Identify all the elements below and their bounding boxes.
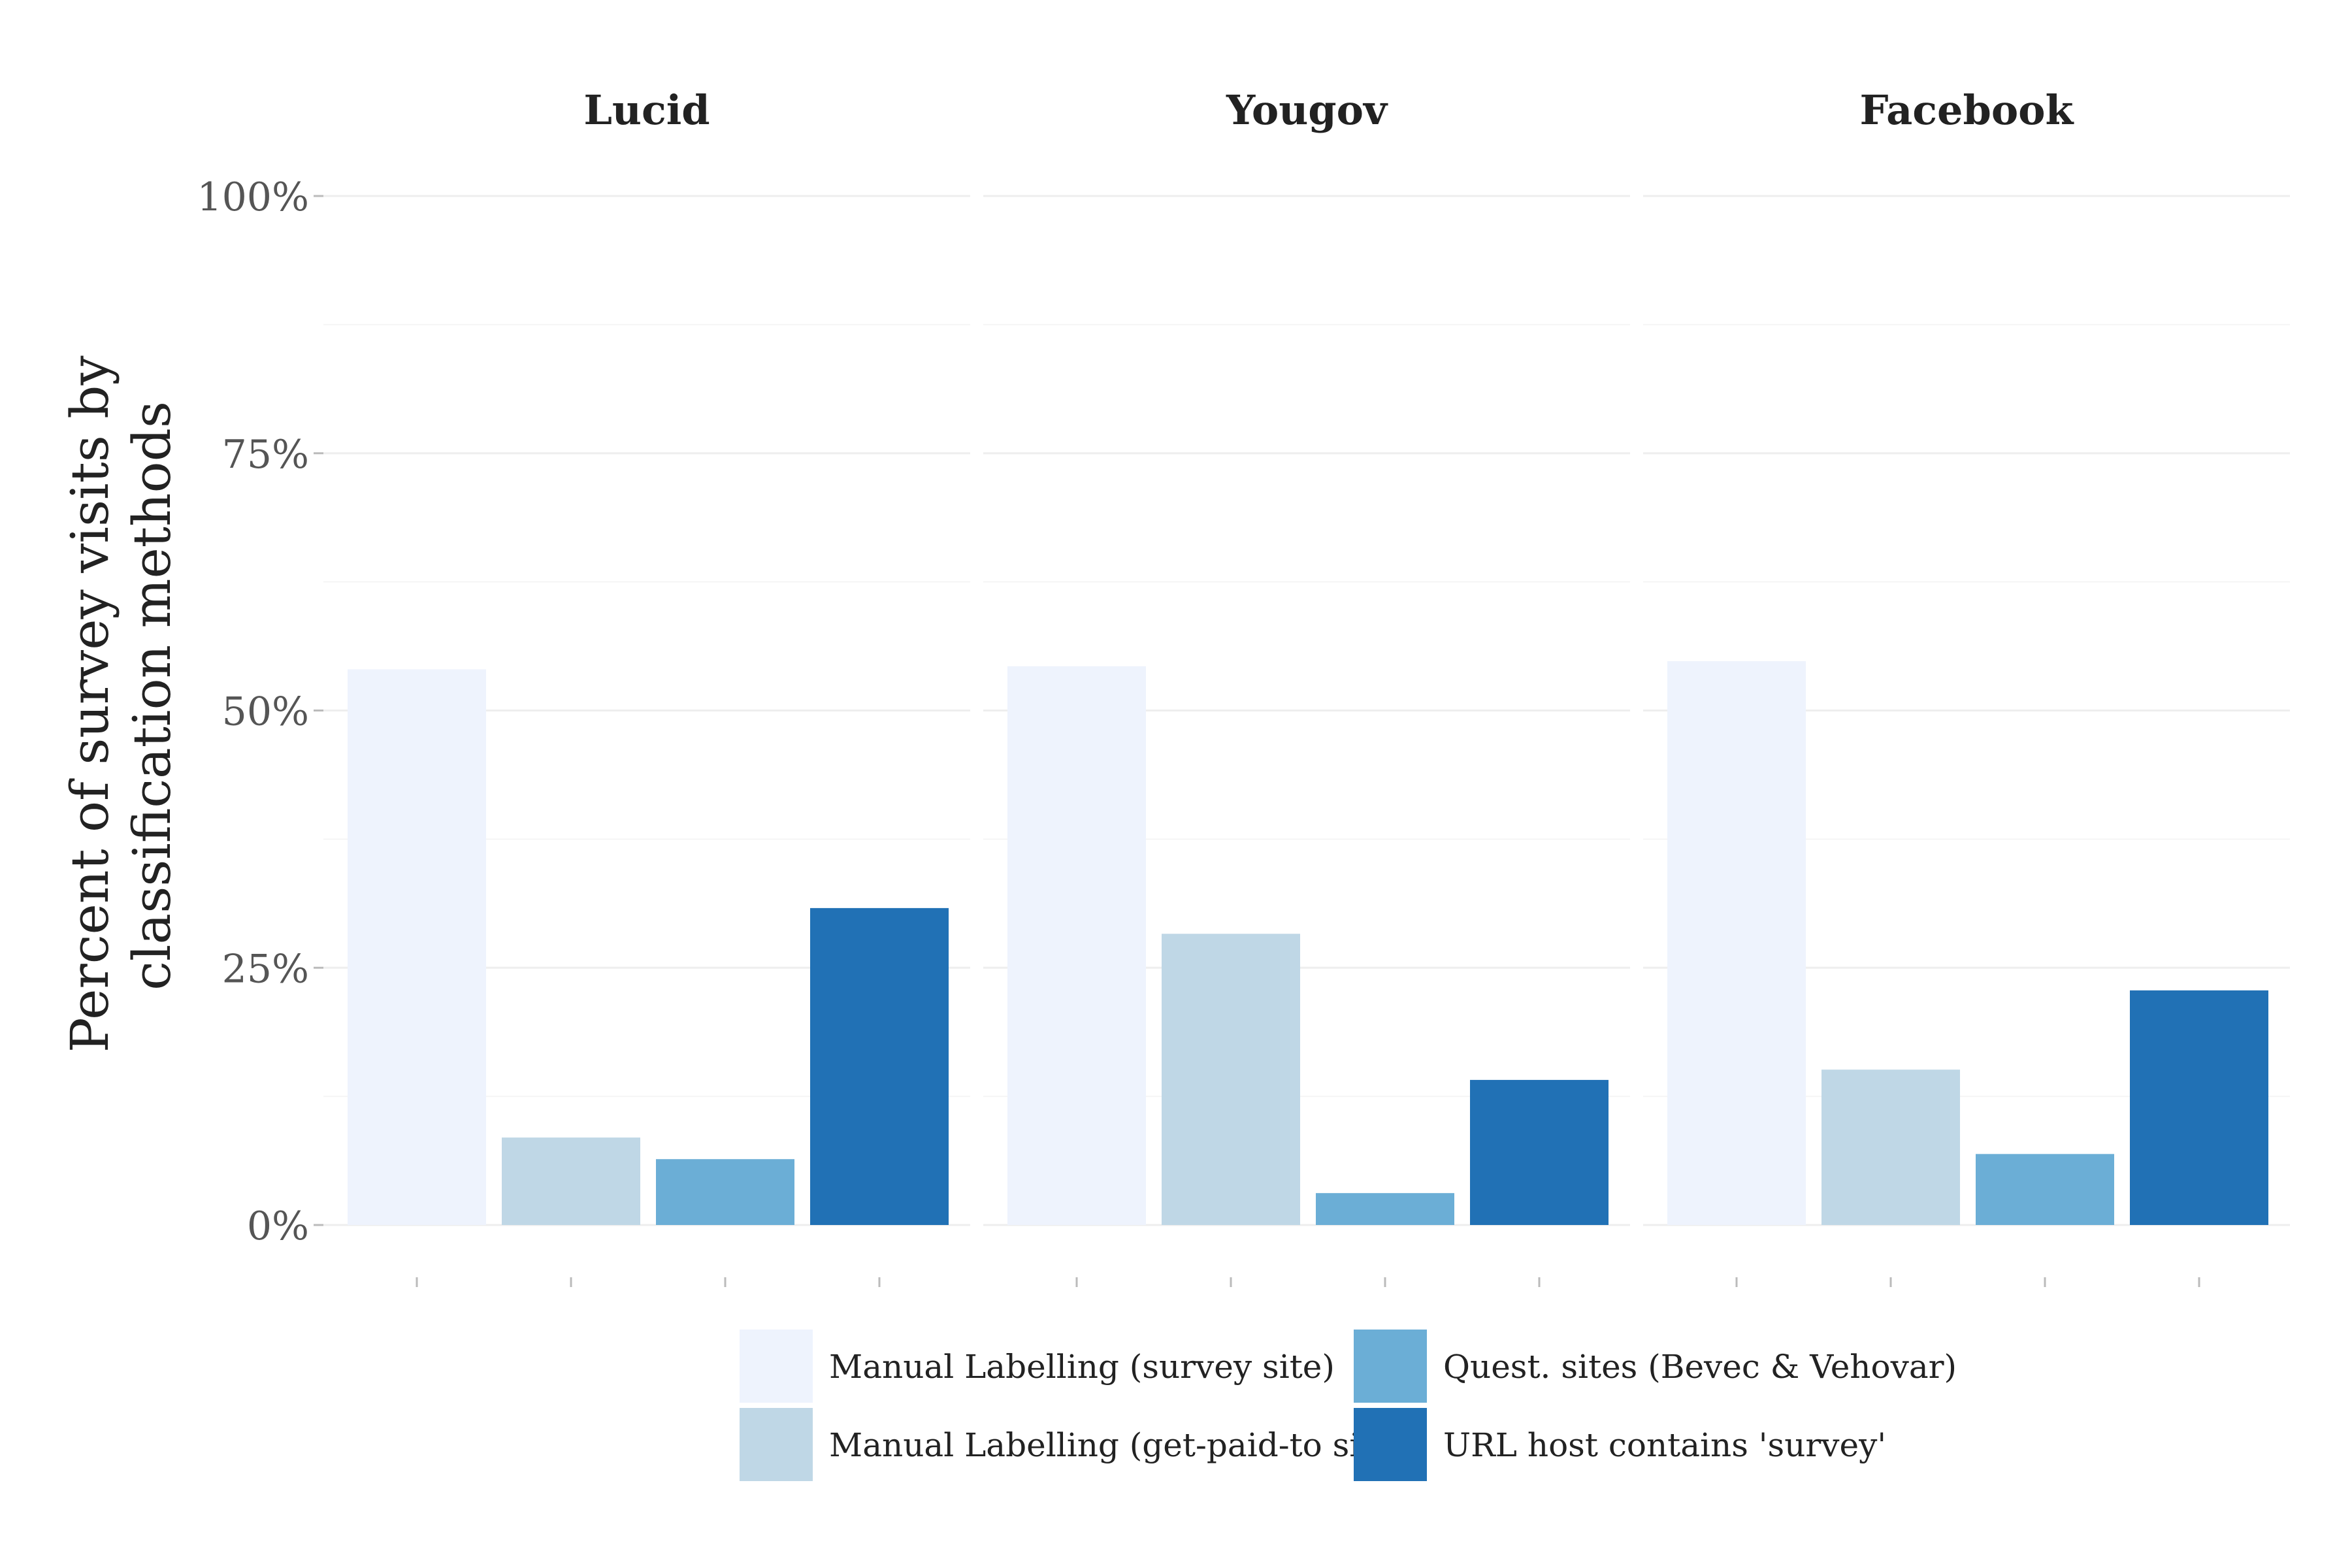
legend-label: Quest. sites (Bevec & Vehovar) [1443, 1348, 1957, 1386]
y-tick-label: 75% [222, 432, 309, 478]
bar [1821, 1070, 1960, 1225]
legend-swatch [1354, 1408, 1427, 1481]
bar [502, 1137, 640, 1225]
y-tick-label: 25% [222, 946, 309, 992]
y-tick-label: 0% [247, 1203, 309, 1249]
panel-title: Facebook [1859, 86, 2074, 134]
grid-layer [323, 195, 2290, 1226]
legend-swatch [740, 1330, 813, 1403]
legend-label: Manual Labelling (get-paid-to site) [829, 1426, 1405, 1464]
bar [2130, 990, 2268, 1225]
legend-swatch [740, 1408, 813, 1481]
panel-title: Lucid [583, 86, 710, 134]
bar-layer [348, 661, 2268, 1225]
bar [656, 1159, 794, 1225]
bar [1667, 661, 1806, 1225]
y-tick-label: 100% [197, 174, 309, 220]
axis-layer: 0% 25% 50% 75% 100% [197, 174, 2200, 1287]
bar [1007, 666, 1146, 1225]
panel-titles: Lucid Yougov Facebook [583, 86, 2074, 134]
bar [1470, 1079, 1609, 1225]
bar [1976, 1154, 2114, 1225]
bar [348, 669, 486, 1225]
legend: Manual Labelling (survey site) Manual Lab… [740, 1330, 1957, 1481]
bar [1316, 1193, 1454, 1225]
bar [1162, 934, 1300, 1225]
y-axis-title: Percent of survey visits by classificati… [59, 339, 182, 1053]
legend-label: Manual Labelling (survey site) [829, 1348, 1335, 1386]
y-axis-title-line-1: Percent of survey visits by [59, 355, 120, 1053]
panel-title: Yougov [1226, 86, 1388, 134]
y-tick-label: 50% [222, 689, 309, 735]
y-axis-title-line-2: classification methods [122, 401, 182, 990]
bar [810, 907, 949, 1225]
legend-swatch [1354, 1330, 1427, 1403]
legend-label: URL host contains 'survey' [1443, 1426, 1886, 1464]
